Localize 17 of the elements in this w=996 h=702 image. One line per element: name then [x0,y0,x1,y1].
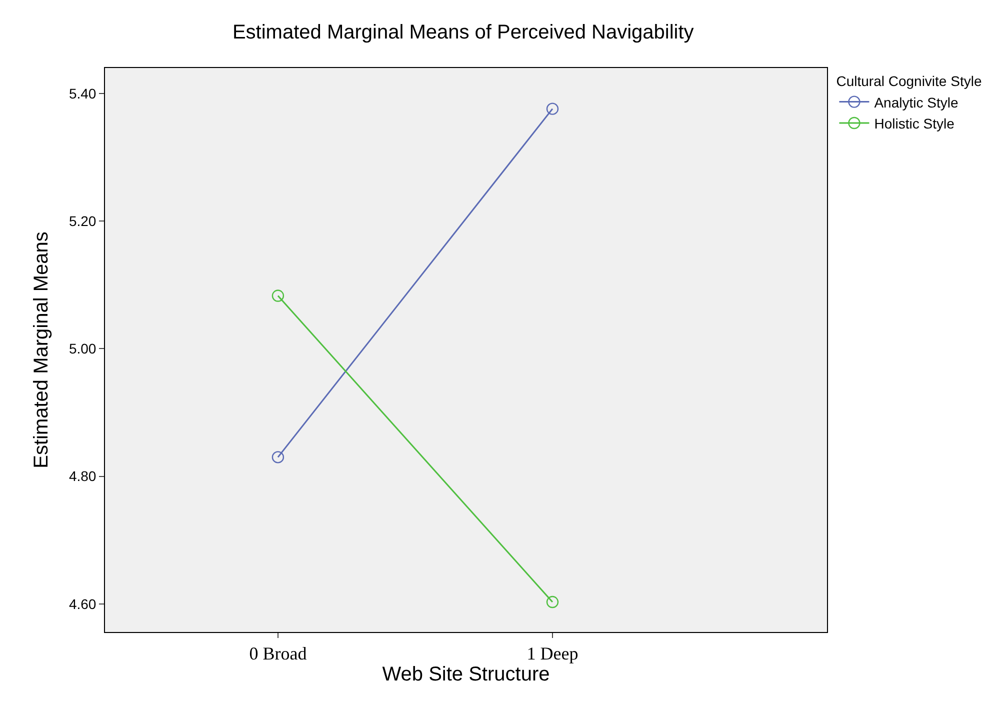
point [546,102,559,115]
x-tick-label: 0 Broad [249,644,307,664]
x-axis-title: Web Site Structure [382,664,550,686]
y-tick-label: 4.80 [68,468,96,484]
point [272,451,284,464]
y-tick-label: 5.40 [68,85,96,102]
legend-label: Analytic Style [874,94,958,110]
y-axis-title: Estimated Marginal Means [30,232,52,468]
legend-title: Cultural Cognivite Style [836,73,982,90]
y-tick-label: 4.60 [68,596,96,612]
point [272,290,284,302]
y-tick-label: 5.20 [68,213,96,230]
y-tick-label: 5.00 [68,340,96,357]
x-tick-label: 1 Deep [526,644,578,664]
chart-title: Estimated Marginal Means of Perceived Navigability [232,22,694,44]
legend-label: Holistic Style [874,115,955,132]
point [546,596,559,608]
